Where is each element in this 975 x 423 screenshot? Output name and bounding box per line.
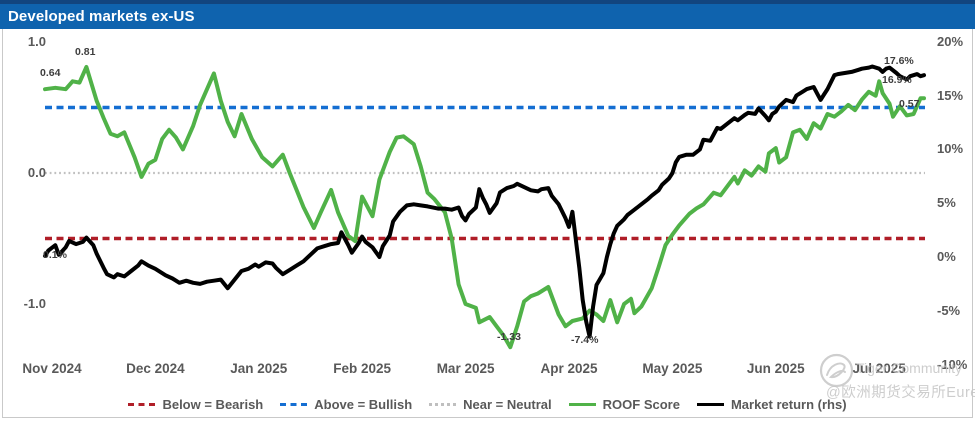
point-label: -7.4%	[571, 334, 599, 346]
point-label: 0.81	[75, 46, 96, 58]
x-axis-tick: Jul 2025	[852, 361, 906, 376]
left-axis-tick: 1.0	[27, 34, 46, 49]
legend-label: Below = Bearish	[162, 396, 264, 412]
header-top-strip	[0, 0, 975, 4]
chart-header: Developed markets ex-US	[0, 4, 975, 29]
series-market-return-rhs	[43, 64, 926, 339]
point-label: 0.64	[40, 67, 61, 79]
left-axis-tick: -1.0	[23, 296, 46, 311]
point-label: 0.1%	[43, 249, 67, 261]
tiger-community-logo-icon	[819, 353, 854, 388]
right-axis-tick: -5%	[937, 302, 961, 318]
point-label: -1.33	[497, 331, 521, 343]
x-axis-tick: Jan 2025	[230, 361, 288, 376]
x-axis-tick: May 2025	[642, 361, 703, 376]
x-axis-tick: Apr 2025	[540, 361, 598, 376]
legend-item-above-bullish: Above = Bullish	[280, 397, 412, 412]
x-axis-tick: Nov 2024	[22, 361, 82, 376]
x-axis-tick: Jun 2025	[746, 361, 805, 376]
point-label: 0.57	[899, 98, 920, 110]
legend-label: Near = Neutral	[463, 396, 552, 412]
right-axis-tick: 15%	[937, 87, 964, 103]
legend-swatch	[696, 402, 724, 406]
right-axis-tick: 5%	[937, 195, 956, 211]
x-axis-tick: Dec 2024	[126, 361, 185, 376]
left-axis-tick: 0.0	[27, 165, 46, 180]
legend-label: Above = Bullish	[314, 396, 413, 412]
point-label: 16.9%	[882, 74, 912, 86]
legend-label: ROOF Score	[602, 396, 680, 412]
legend: Below = Bearish Above = Bullish Near = Neu…	[0, 394, 975, 414]
legend-item-market-return-rhs: Market return (rhs)	[696, 396, 847, 412]
legend-swatch	[128, 402, 156, 406]
x-axis-tick: Mar 2025	[436, 361, 495, 376]
point-label: 17.6%	[884, 55, 914, 67]
legend-item-near-neutral: Near = Neutral	[429, 397, 552, 412]
legend-item-roof-score: ROOF Score	[568, 396, 680, 412]
series-roof-score	[43, 64, 926, 350]
right-axis-tick: 20%	[937, 33, 964, 49]
watermark-community-text: Tiger Community	[856, 360, 963, 376]
x-axis-tick: Feb 2025	[333, 361, 392, 376]
right-axis-tick: -10%	[937, 356, 968, 372]
legend-swatch	[568, 402, 596, 406]
legend-item-below-bearish: Below = Bearish	[128, 397, 263, 412]
chart-title: Developed markets ex-US	[8, 8, 195, 25]
legend-label: Market return (rhs)	[730, 396, 847, 412]
plot-frame	[2, 29, 973, 418]
legend-swatch	[429, 402, 457, 406]
right-axis-tick: 0%	[937, 249, 956, 264]
watermark-publisher-text: @欧洲期货交易所Eurex	[826, 385, 975, 401]
right-axis-tick: 10%	[937, 141, 964, 157]
legend-swatch	[280, 402, 308, 406]
